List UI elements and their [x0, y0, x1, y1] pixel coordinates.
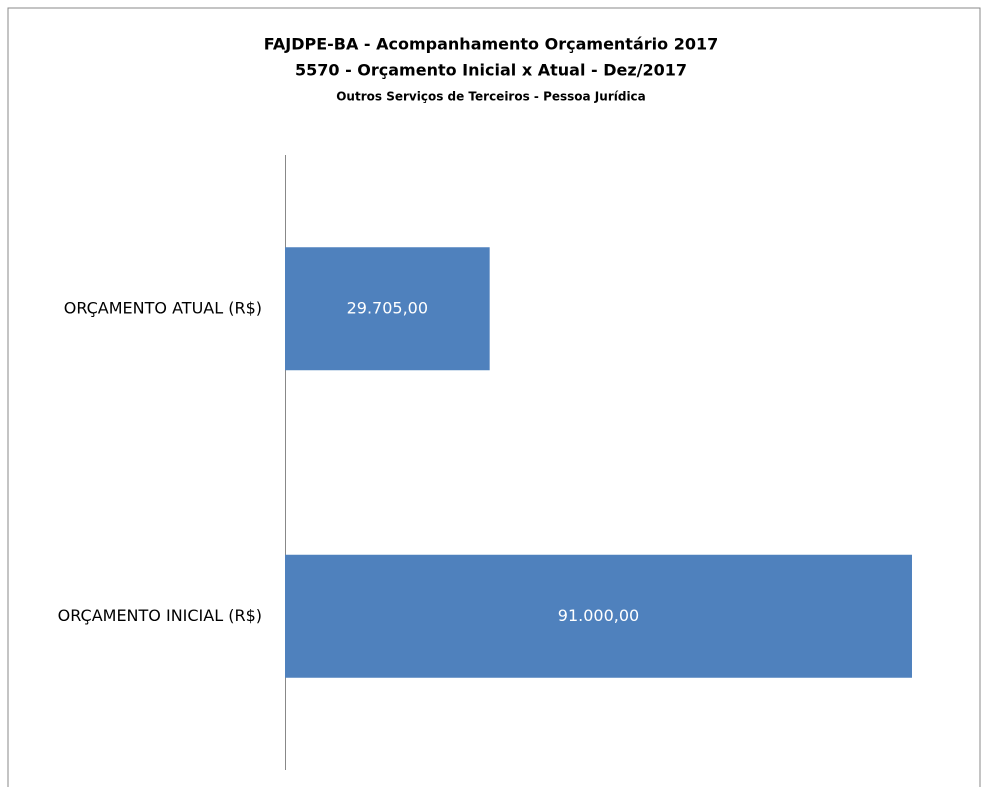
bar: [285, 554, 912, 678]
category-label: ORÇAMENTO ATUAL (R$): [64, 298, 262, 317]
chart-frame: [7, 7, 981, 787]
chart-caption: Outros Serviços de Terceiros - Pessoa Ju…: [336, 90, 646, 104]
value-label: 91.000,00: [558, 606, 639, 625]
value-label: 29.705,00: [347, 298, 428, 317]
chart-title: FAJDPE-BA - Acompanhamento Orçamentário …: [264, 35, 718, 54]
category-label: ORÇAMENTO INICIAL (R$): [58, 606, 262, 625]
bar: [285, 247, 490, 371]
chart-subtitle: 5570 - Orçamento Inicial x Atual - Dez/2…: [295, 61, 687, 80]
